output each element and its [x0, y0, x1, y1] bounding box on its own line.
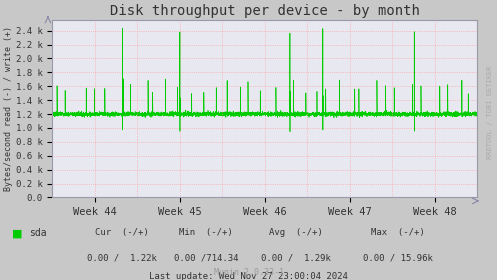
Text: 0.00 /  1.29k: 0.00 / 1.29k: [261, 253, 331, 262]
Text: ■: ■: [12, 228, 23, 238]
Text: Max  (-/+): Max (-/+): [371, 228, 424, 237]
Text: Cur  (-/+): Cur (-/+): [95, 228, 149, 237]
Y-axis label: Bytes/second read (-) / write (+): Bytes/second read (-) / write (+): [4, 26, 13, 191]
Text: sda: sda: [29, 228, 46, 238]
Text: 0.00 / 15.96k: 0.00 / 15.96k: [363, 253, 432, 262]
Title: Disk throughput per device - by month: Disk throughput per device - by month: [110, 4, 419, 18]
Text: Min  (-/+): Min (-/+): [179, 228, 233, 237]
Text: Last update: Wed Nov 27 23:00:04 2024: Last update: Wed Nov 27 23:00:04 2024: [149, 272, 348, 280]
Text: Munin 2.0.33-1: Munin 2.0.33-1: [214, 268, 283, 277]
Text: 0.00 /  1.22k: 0.00 / 1.22k: [87, 253, 157, 262]
Text: 0.00 /714.34: 0.00 /714.34: [174, 253, 239, 262]
Text: Avg  (-/+): Avg (-/+): [269, 228, 323, 237]
Text: RRDTOOL / TOBI OETIKER: RRDTOOL / TOBI OETIKER: [487, 65, 493, 159]
